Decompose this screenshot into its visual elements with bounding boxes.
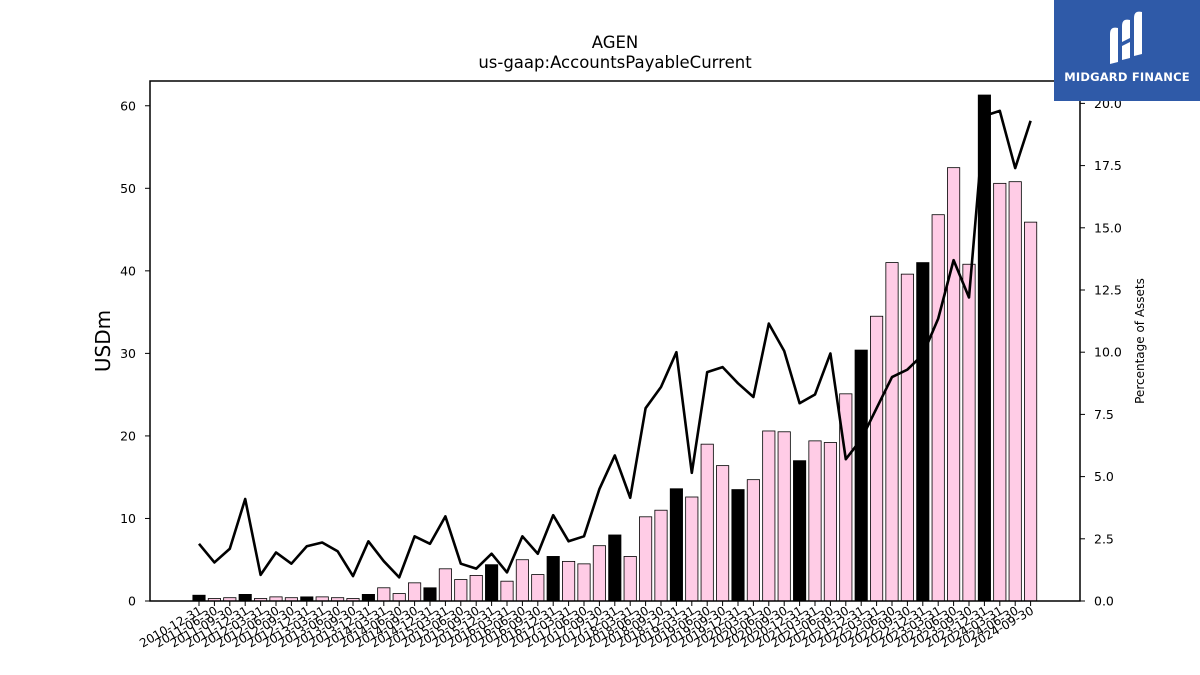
bar (654, 509, 668, 602)
logo-text: MIDGARD FINANCE (1064, 70, 1190, 84)
bar (808, 440, 822, 602)
bar (562, 560, 576, 602)
bar (408, 582, 422, 602)
bar (423, 587, 437, 602)
y-axis-right: 0.02.55.07.510.012.515.017.520.0 (1080, 96, 1122, 609)
bar (192, 594, 206, 602)
line-layer (197, 109, 1032, 579)
bar (515, 559, 529, 602)
bar (454, 579, 468, 602)
y-tick-label: 60 (120, 98, 136, 113)
bar (762, 430, 776, 602)
bar (931, 214, 945, 602)
bar (885, 262, 899, 602)
bar (700, 443, 714, 602)
bar (623, 556, 637, 602)
bar (900, 273, 914, 602)
bar (746, 479, 760, 602)
bar (592, 545, 606, 602)
bar (716, 465, 730, 602)
bar (531, 574, 545, 602)
y2-tick-label: 10.0 (1094, 345, 1122, 360)
y2-tick-label: 0.0 (1094, 594, 1114, 609)
midgard-logo-icon (1110, 11, 1142, 65)
bar (777, 431, 791, 602)
bar (916, 262, 930, 602)
bar (870, 315, 884, 602)
bar (793, 460, 807, 602)
y-axis-label: USDm (91, 310, 115, 372)
y2-tick-label: 15.0 (1094, 220, 1122, 235)
bar (947, 167, 961, 602)
x-axis: 2010-12-312011-06-302011-09-302011-12-31… (137, 601, 1036, 650)
y-tick-label: 30 (120, 346, 136, 361)
bar (392, 593, 406, 602)
bar (546, 556, 560, 602)
bar (238, 594, 252, 602)
bars (192, 94, 1038, 602)
bar (993, 182, 1007, 602)
bar (500, 580, 514, 602)
y-tick-label: 20 (120, 428, 136, 443)
bar (1024, 221, 1038, 602)
bar (608, 534, 622, 602)
chart-title: AGEN (592, 33, 639, 52)
bar (854, 349, 868, 602)
y-tick-label: 40 (120, 263, 136, 278)
bar (485, 564, 499, 602)
chart-subtitle: us-gaap:AccountsPayableCurrent (478, 53, 752, 72)
y2-tick-label: 5.0 (1094, 469, 1114, 484)
bar (731, 489, 745, 602)
bar (669, 488, 683, 602)
y2-tick-label: 12.5 (1094, 282, 1122, 297)
bar (639, 516, 653, 602)
bar (361, 594, 375, 602)
bar (962, 263, 976, 602)
bar (469, 575, 483, 602)
y-tick-label: 0 (128, 594, 136, 609)
bar (577, 563, 591, 602)
bar (377, 587, 391, 602)
series-line (197, 109, 1032, 579)
bar (1008, 181, 1022, 602)
midgard-finance-logo: MIDGARD FINANCE (1054, 0, 1200, 101)
bar (438, 568, 452, 602)
y2-tick-label: 17.5 (1094, 158, 1122, 173)
y2-axis-label: Percentage of Assets (1133, 278, 1147, 404)
y2-tick-label: 7.5 (1094, 407, 1114, 422)
bar (685, 496, 699, 602)
y-tick-label: 10 (120, 511, 136, 526)
y-axis-left: 0 10 20 30 40 50 60 (120, 98, 150, 609)
y-tick-label: 50 (120, 181, 136, 196)
bar (823, 442, 837, 602)
y2-tick-label: 2.5 (1094, 531, 1114, 546)
